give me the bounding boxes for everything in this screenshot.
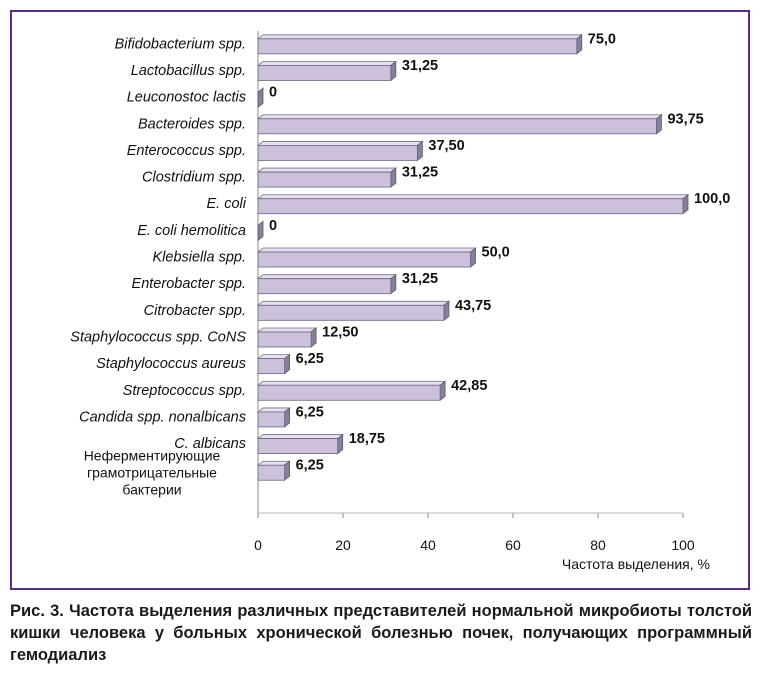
- category-label-10: Citrobacter spp.: [144, 303, 246, 319]
- bar-3: [257, 118, 657, 135]
- value-label-14: 6,25: [296, 404, 324, 420]
- value-label-5: 31,25: [402, 165, 438, 181]
- bar-2: [257, 87, 264, 108]
- value-label-1: 31,25: [402, 58, 438, 74]
- bar-6-top: [256, 194, 690, 200]
- category-label-9: Enterobacter spp.: [132, 276, 246, 292]
- bar-9: [257, 278, 392, 295]
- bar-15: [257, 438, 339, 454]
- category-label-16-line-1: грамотрицательные: [87, 465, 217, 481]
- bar-11-top: [256, 327, 318, 333]
- x-tick-label-5: 100: [671, 537, 695, 553]
- category-label-4: Enterococcus spp.: [127, 143, 246, 159]
- category-label-14: Candida spp. nonalbicans: [79, 409, 246, 425]
- category-label-11: Staphylococcus spp. CoNS: [70, 329, 246, 345]
- category-label-12: Staphylococcus aureus: [96, 356, 246, 372]
- x-tick-label-1: 20: [335, 537, 351, 553]
- bar-14: [257, 411, 285, 428]
- value-label-6: 100,0: [694, 191, 730, 207]
- value-label-8: 50,0: [482, 245, 510, 261]
- bar-11: [257, 331, 312, 348]
- value-label-3: 93,75: [667, 111, 703, 127]
- bar-9-top: [256, 274, 397, 280]
- x-tick-label-2: 40: [420, 537, 436, 553]
- category-label-8: Klebsiella spp.: [153, 250, 247, 266]
- value-label-12: 6,25: [296, 351, 324, 367]
- category-label-15: C. albicans: [174, 436, 246, 452]
- value-label-16: 6,25: [296, 458, 324, 474]
- bar-5: [257, 171, 392, 188]
- category-label-5: Clostridium spp.: [142, 170, 246, 186]
- bar-8: [257, 251, 471, 268]
- bar-12: [257, 358, 285, 375]
- category-label-1: Lactobacillus spp.: [131, 63, 246, 79]
- bar-10-top: [256, 300, 451, 306]
- figure-caption: Рис. 3. Частота выделения различных пред…: [10, 602, 752, 664]
- bar-chart: 0 20 40 60 80 100 Частота выделения, % 75,0 Bifi…: [70, 31, 730, 572]
- bar-4: [257, 145, 418, 161]
- value-label-10: 43,75: [455, 298, 491, 314]
- value-label-15: 18,75: [349, 431, 385, 447]
- category-label-3: Bacteroides spp.: [138, 116, 246, 132]
- bar-1: [257, 65, 392, 81]
- category-label-16-line-0: Неферментирующие: [84, 448, 221, 464]
- bar-4-top: [256, 141, 424, 146]
- bar-0: [257, 38, 578, 55]
- bar-15-top: [256, 434, 344, 439]
- value-label-4: 37,50: [428, 138, 464, 154]
- bar-0-top: [256, 34, 583, 40]
- category-label-16: Неферментирующие грамотрицательные бактери…: [84, 448, 221, 498]
- bar-3-top: [256, 114, 663, 120]
- bar-13: [257, 384, 441, 401]
- category-label-13: Streptococcus spp.: [123, 383, 246, 399]
- category-label-2: Leuconostoc lactis: [127, 90, 246, 106]
- x-tick-label-4: 80: [590, 537, 606, 553]
- value-label-9: 31,25: [402, 271, 438, 287]
- value-label-13: 42,85: [451, 378, 487, 394]
- bar-8-top: [256, 247, 477, 253]
- category-label-0: Bifidobacterium spp.: [115, 36, 246, 52]
- bar-7: [257, 220, 264, 242]
- bar-10: [257, 304, 445, 321]
- bar-5-top: [256, 167, 397, 173]
- bar-16: [257, 464, 285, 481]
- bar-6: [257, 198, 684, 215]
- value-label-11: 12,50: [322, 324, 358, 340]
- x-tick-label-0: 0: [254, 537, 262, 553]
- x-tick-label-3: 60: [505, 537, 521, 553]
- value-label-0: 75,0: [588, 31, 616, 47]
- category-label-7: E. coli hemolitica: [137, 223, 246, 239]
- value-label-2: 0: [269, 85, 277, 101]
- category-label-6: E. coli: [207, 196, 247, 212]
- category-label-16-line-2: бактерии: [122, 482, 181, 498]
- chart-frame: [10, 10, 750, 590]
- x-axis-title: Частота выделения, %: [562, 556, 710, 572]
- bar-13-top: [256, 380, 447, 386]
- bar-1-top: [256, 61, 397, 66]
- value-label-7: 0: [269, 218, 277, 234]
